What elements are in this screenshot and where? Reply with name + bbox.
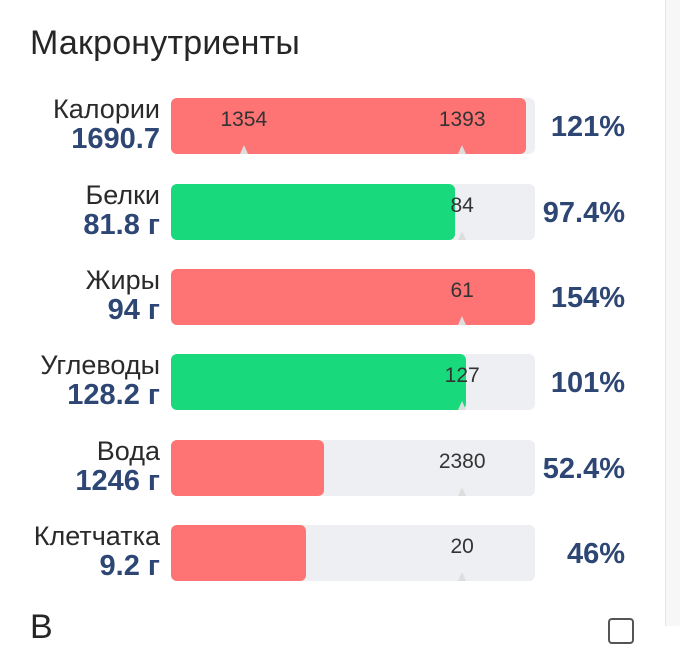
target-marker-label: 20 [450,535,474,558]
macro-row[interactable]: Жиры 94 г 61 154% [0,265,666,327]
progress-fill [171,98,526,154]
macro-value: 81.8 г [83,209,160,241]
target-marker-icon [458,145,467,154]
scroll-edge [665,0,680,626]
target-marker-icon [458,316,467,325]
next-section-title: В [30,608,53,646]
macro-row[interactable]: Углеводы 128.2 г 127 101% [0,350,666,412]
progress-fill [171,525,306,581]
target-marker-label: 2380 [438,450,486,473]
macro-value: 9.2 г [99,550,160,582]
macro-label: Клетчатка [33,521,160,551]
macro-value: 94 г [107,294,160,326]
macro-row[interactable]: Калории 1690.7 1354 1393 121% [0,94,666,156]
progress-fill [171,440,324,496]
macro-percent: 121% [550,111,625,143]
checkbox-icon[interactable] [608,618,634,644]
target-marker-icon [458,487,467,496]
target-marker-icon [239,145,248,154]
progress-bar: 1354 1393 [171,98,535,154]
macro-value: 128.2 г [67,379,160,411]
target-marker-label: 1393 [438,108,486,131]
macro-percent: 52.4% [542,453,625,485]
macro-row[interactable]: Вода 1246 г 2380 52.4% [0,436,666,498]
progress-bar: 127 [171,354,535,410]
target-marker-icon [458,401,467,410]
target-marker-icon [458,572,467,581]
target-marker-label: 1354 [220,108,268,131]
progress-fill [171,184,455,240]
macro-value: 1246 г [75,465,160,497]
macro-label: Жиры [85,265,160,295]
progress-bar: 61 [171,269,535,325]
progress-bar: 2380 [171,440,535,496]
target-marker-label: 84 [450,194,474,217]
progress-bar: 84 [171,184,535,240]
target-marker-icon [458,231,467,240]
macro-percent: 154% [550,282,625,314]
macro-percent: 97.4% [542,197,625,229]
progress-bar: 20 [171,525,535,581]
target-marker-label: 127 [444,364,480,387]
macro-label: Углеводы [40,350,160,380]
macro-percent: 46% [566,538,625,570]
macro-label: Вода [96,436,160,466]
macro-label: Калории [53,94,160,124]
macro-row[interactable]: Белки 81.8 г 84 97.4% [0,180,666,242]
macro-row[interactable]: Клетчатка 9.2 г 20 46% [0,521,666,583]
section-title: Макронутриенты [30,24,301,62]
progress-fill [171,354,466,410]
progress-fill [171,269,535,325]
macro-percent: 101% [550,367,625,399]
macro-label: Белки [85,180,161,210]
target-marker-label: 61 [450,279,474,302]
macro-value: 1690.7 [71,123,160,155]
